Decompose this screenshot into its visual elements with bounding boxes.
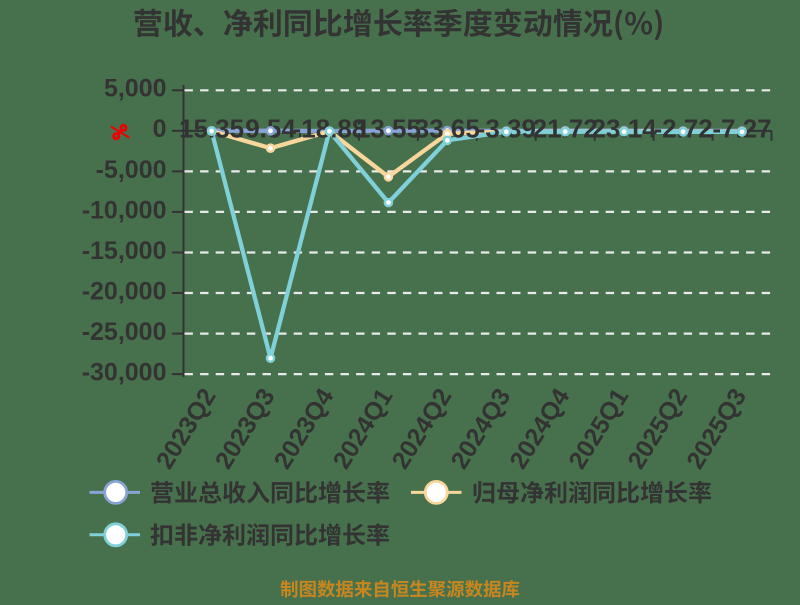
- svg-text:5,000: 5,000: [104, 75, 167, 103]
- svg-text:-25,000: -25,000: [82, 318, 167, 346]
- svg-text:-5,000: -5,000: [96, 156, 167, 184]
- svg-text:-20,000: -20,000: [82, 277, 167, 305]
- svg-text:-30,000: -30,000: [82, 359, 167, 387]
- svg-text:0: 0: [153, 115, 167, 143]
- svg-text:-10,000: -10,000: [82, 196, 167, 224]
- svg-text:-15,000: -15,000: [82, 237, 167, 265]
